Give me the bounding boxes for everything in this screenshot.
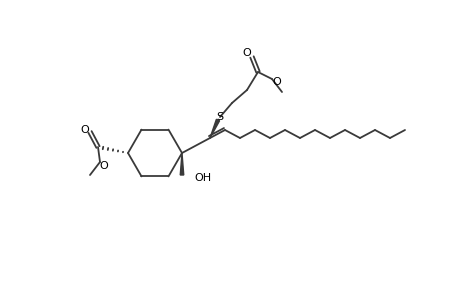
Text: O: O xyxy=(242,48,251,58)
Text: O: O xyxy=(80,125,89,135)
Polygon shape xyxy=(180,153,183,175)
Polygon shape xyxy=(210,119,219,138)
Text: OH: OH xyxy=(194,173,211,183)
Text: S: S xyxy=(216,112,223,122)
Text: O: O xyxy=(100,161,108,171)
Text: O: O xyxy=(272,77,281,87)
